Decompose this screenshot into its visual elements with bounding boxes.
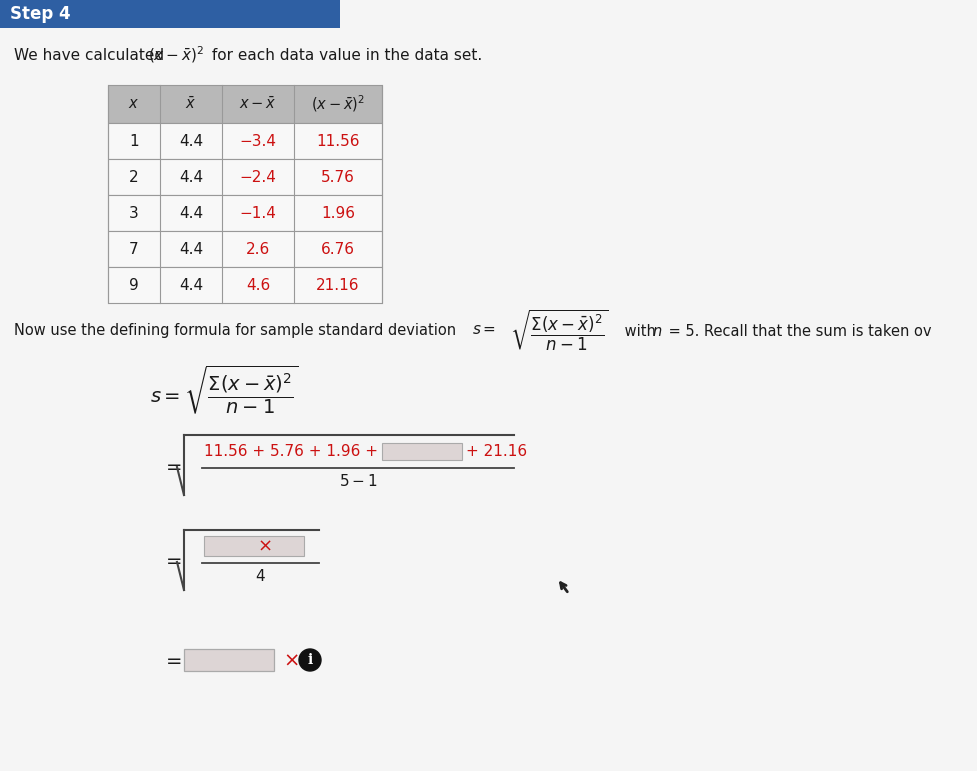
Text: 11.56: 11.56 (316, 133, 360, 149)
Text: 21.16: 21.16 (316, 278, 360, 292)
Text: 4.4: 4.4 (179, 206, 203, 221)
Text: $=$: $=$ (162, 651, 182, 669)
Bar (107, 267, 382, 303)
Text: $\times$: $\times$ (282, 651, 298, 669)
Text: −3.4: −3.4 (239, 133, 276, 149)
Text: 1: 1 (129, 133, 139, 149)
Text: $s = \sqrt{\dfrac{\Sigma(x-\bar{x})^2}{n-1}}$: $s = \sqrt{\dfrac{\Sigma(x-\bar{x})^2}{n… (149, 364, 298, 416)
Text: $5 - 1$: $5 - 1$ (338, 473, 377, 489)
Bar (107, 85, 382, 123)
Text: −2.4: −2.4 (239, 170, 276, 184)
Text: $(x - \bar{x})^2$: $(x - \bar{x})^2$ (311, 93, 364, 114)
Text: 4.6: 4.6 (245, 278, 270, 292)
Text: with: with (619, 325, 659, 339)
Text: i: i (307, 653, 313, 667)
Bar (107, 123, 382, 159)
Circle shape (299, 649, 320, 671)
Text: $x - \bar{x}$: $x - \bar{x}$ (238, 96, 276, 112)
Text: $n$: $n$ (652, 325, 661, 339)
Text: 1.96: 1.96 (320, 206, 355, 221)
Text: Step 4: Step 4 (10, 5, 70, 23)
Text: $=$: $=$ (162, 456, 182, 474)
Text: Now use the defining formula for sample standard deviation: Now use the defining formula for sample … (14, 322, 460, 338)
Text: = 5. Recall that the sum is taken ov: = 5. Recall that the sum is taken ov (663, 325, 930, 339)
Text: for each data value in the data set.: for each data value in the data set. (207, 48, 482, 62)
Bar (184, 649, 274, 671)
Text: 4.4: 4.4 (179, 241, 203, 257)
Bar (0, 0, 340, 28)
Text: $=$: $=$ (162, 550, 182, 570)
Bar (107, 159, 382, 195)
Text: We have calculated: We have calculated (14, 48, 169, 62)
Text: $\sqrt{\dfrac{\Sigma(x-\bar{x})^2}{n-1}}$: $\sqrt{\dfrac{\Sigma(x-\bar{x})^2}{n-1}}… (509, 307, 608, 353)
Text: 2: 2 (129, 170, 139, 184)
Text: $4$: $4$ (255, 568, 266, 584)
Text: 4.4: 4.4 (179, 170, 203, 184)
Text: 7: 7 (129, 241, 139, 257)
Text: $x$: $x$ (128, 96, 140, 112)
Text: + 21.16: + 21.16 (465, 443, 527, 459)
Text: 4.4: 4.4 (179, 278, 203, 292)
Text: 2.6: 2.6 (245, 241, 270, 257)
Bar (107, 231, 382, 267)
Text: $\bar{x}$: $\bar{x}$ (186, 96, 196, 112)
Text: 3: 3 (129, 206, 139, 221)
Bar (382, 443, 461, 460)
Text: $(x - \bar{x})^2$: $(x - \bar{x})^2$ (148, 45, 204, 66)
Text: $\times$: $\times$ (256, 537, 271, 555)
Text: −1.4: −1.4 (239, 206, 276, 221)
Text: 5.76: 5.76 (320, 170, 355, 184)
Text: 9: 9 (129, 278, 139, 292)
Text: 4.4: 4.4 (179, 133, 203, 149)
Bar (107, 195, 382, 231)
Text: 6.76: 6.76 (320, 241, 355, 257)
Text: $s =$: $s =$ (472, 322, 495, 338)
Bar (204, 536, 304, 556)
Text: 11.56 + 5.76 + 1.96 +: 11.56 + 5.76 + 1.96 + (204, 443, 382, 459)
